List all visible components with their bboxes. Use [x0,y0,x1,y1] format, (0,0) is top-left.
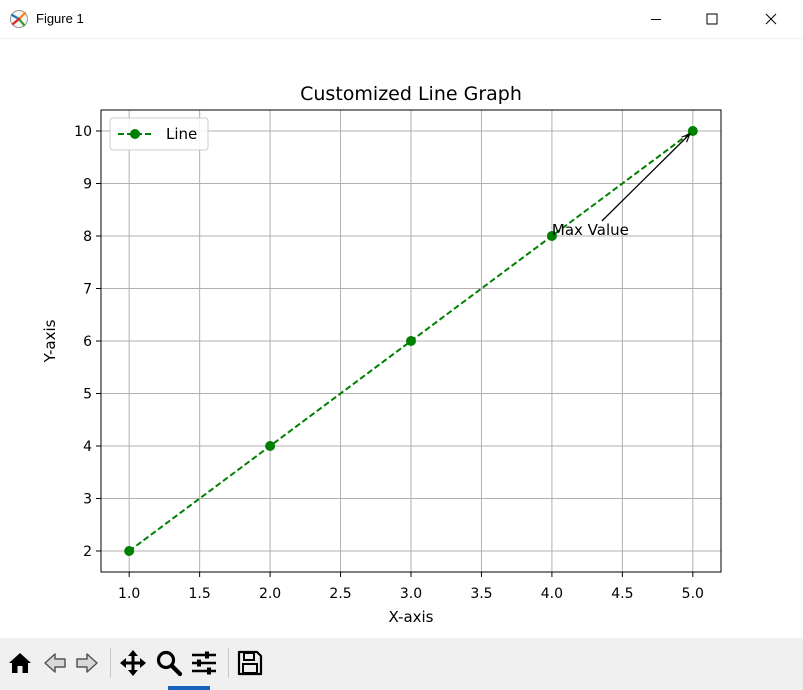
configure-subplots-button[interactable] [187,646,221,680]
save-button[interactable] [233,646,267,680]
y-tick-label: 4 [83,439,92,455]
x-axis-label: X-axis [389,608,434,626]
y-tick-label: 5 [83,387,92,403]
maximize-button[interactable] [689,0,735,38]
legend: Line [109,117,209,151]
pan-button[interactable] [116,646,150,680]
pan-icon [120,650,146,676]
maximize-icon [706,13,718,25]
legend-label: Line [166,125,197,143]
x-tick-label: 1.0 [118,586,140,602]
y-axis-label: Y-axis [41,319,59,363]
y-tick-label: 7 [83,282,92,298]
data-point [265,441,276,451]
navigation-toolbar [0,638,803,690]
zoom-button[interactable] [152,646,186,680]
y-tick-label: 6 [83,334,92,350]
data-point [124,546,135,556]
close-button[interactable] [748,0,794,38]
forward-button[interactable] [70,646,104,680]
y-tick-label: 2 [83,544,92,560]
window-titlebar: Figure 1 [0,0,803,39]
x-tick-label: 4.5 [611,586,633,602]
minimize-icon [651,19,661,20]
annotation-arrow [601,134,690,222]
x-tick-label: 2.0 [259,586,281,602]
toolbar-separator [228,648,229,678]
chart-figure[interactable]: 1.0 1.5 2.0 2.5 3.0 3.5 4.0 4.5 5.0 2 3 4 5 6 7 8 9 10 Cu… [0,39,803,637]
y-tick-label: 10 [74,124,92,140]
legend-marker-sample [130,129,140,139]
x-tick-label: 3.5 [470,586,492,602]
matplotlib-app-icon [10,10,28,28]
back-icon [44,653,66,673]
x-tick-label: 5.0 [682,586,704,602]
window-title: Figure 1 [36,11,84,26]
data-point [546,231,557,241]
back-button[interactable] [38,646,72,680]
home-button[interactable] [3,646,37,680]
legend-box [109,117,209,151]
minimize-button[interactable] [633,0,679,38]
home-icon [9,653,31,673]
close-icon [765,13,777,25]
x-tick-label: 1.5 [189,586,211,602]
x-tick-label: 4.0 [541,586,563,602]
y-tick-label: 8 [83,229,92,245]
zoom-icon [156,650,183,677]
data-point [406,336,416,346]
y-tick-label: 3 [83,492,92,508]
annotation-text: Max Value [552,221,629,239]
forward-icon [76,653,98,673]
x-tick-label: 2.5 [329,586,351,602]
chart-title: Customized Line Graph [300,83,522,105]
x-tick-label: 3.0 [400,586,422,602]
taskbar-indicator [168,686,210,690]
save-icon [237,650,263,676]
toolbar-separator [110,648,111,678]
y-tick-label: 9 [83,177,92,193]
configure-subplots-icon [192,651,216,675]
